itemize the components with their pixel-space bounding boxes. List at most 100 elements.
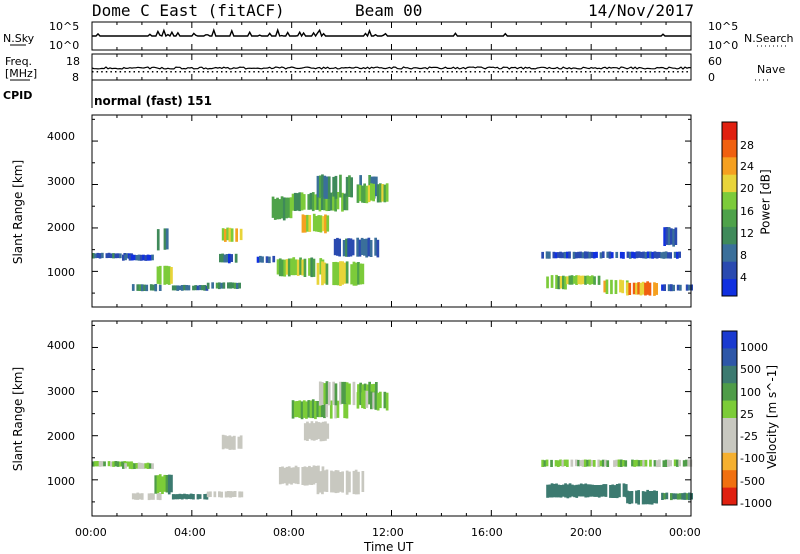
nave-point	[538, 71, 541, 73]
vel-cbar-tick-neg500: -500	[740, 475, 765, 488]
data-cell-p-16	[358, 239, 362, 257]
data-cell-v-10	[361, 471, 365, 492]
data-cell-p-11	[292, 257, 296, 276]
data-cell-v-9	[319, 422, 323, 442]
data-cell-v-13	[599, 460, 603, 467]
data-cell-v-4	[203, 494, 206, 500]
data-cell-v-6	[230, 436, 234, 450]
nave-point	[617, 71, 619, 73]
data-cell-v-7	[283, 467, 287, 484]
data-cell-v-11	[341, 381, 344, 404]
nsky-label: N.Sky	[3, 32, 35, 45]
data-cell-p-18	[541, 251, 544, 259]
data-cell-v-13	[545, 459, 549, 467]
nave-point	[317, 71, 320, 73]
nave-point	[299, 71, 301, 73]
data-cell-p-12	[343, 193, 346, 211]
data-cell-v-6	[226, 436, 229, 449]
data-cell-v-13	[624, 460, 628, 467]
nave-point	[363, 71, 366, 73]
data-cell-p-17	[372, 183, 375, 202]
nave-point	[221, 71, 223, 73]
data-cell-v-13	[687, 459, 690, 467]
data-cell-p-15	[375, 176, 378, 197]
data-cell-p-19	[564, 276, 567, 290]
data-cell-v-7	[294, 465, 298, 484]
data-cell-v-13	[590, 460, 594, 467]
data-cell-p-21	[603, 280, 607, 293]
data-cell-p-13	[306, 214, 309, 232]
nave-point	[386, 71, 389, 73]
data-cell-v-16	[663, 493, 666, 500]
data-cell-v-1	[146, 462, 150, 469]
data-cell-v-13	[601, 459, 605, 467]
data-cell-p-22	[632, 282, 636, 295]
data-cell-v-5	[209, 491, 212, 497]
data-cell-v-13	[642, 459, 645, 467]
data-cell-p-23	[663, 284, 666, 291]
data-cell-p-1	[133, 254, 136, 261]
data-cell-v-11	[325, 381, 329, 404]
data-cell-v-11	[352, 381, 356, 406]
data-cell-p-18	[572, 251, 576, 259]
data-cell-v-13	[554, 460, 558, 467]
data-cell-p-18	[586, 251, 589, 259]
data-cell-v-8	[316, 401, 320, 418]
data-cell-p-14	[339, 261, 342, 286]
data-cell-v-2	[152, 493, 155, 500]
data-cell-p-22	[653, 282, 656, 296]
data-cell-v-5	[240, 491, 244, 498]
data-cell-v-9	[308, 423, 312, 439]
velocity-colorbar-swatch	[722, 435, 737, 454]
data-cell-v-13	[613, 460, 616, 467]
data-cell-v-16	[679, 493, 682, 500]
nave-point	[368, 71, 370, 73]
data-cell-p-6	[233, 282, 237, 289]
data-cell-p-0	[116, 253, 120, 259]
data-cell-v-9	[310, 421, 314, 441]
data-cell-v-11	[339, 381, 342, 405]
data-cell-p-18	[557, 252, 560, 258]
data-cell-p-22	[644, 282, 647, 296]
data-cell-v-8	[323, 399, 326, 419]
nave-point	[654, 71, 656, 73]
data-cell-p-11	[276, 259, 280, 275]
data-cell-p-10	[289, 197, 293, 219]
nave-point	[96, 71, 99, 73]
data-cell-p-20	[593, 276, 596, 285]
nave-point	[124, 71, 126, 73]
data-cell-p-12	[316, 193, 320, 210]
velocity-colorbar-swatch	[722, 452, 737, 471]
nave-point	[589, 71, 592, 73]
nsearch-label: N.Search	[744, 32, 794, 45]
data-cell-p-15	[348, 175, 351, 197]
nave-point	[598, 71, 601, 73]
data-cell-v-1	[128, 463, 132, 469]
data-cell-v-15	[641, 491, 645, 505]
nave-point	[511, 71, 513, 73]
data-cell-v-1	[124, 463, 127, 469]
data-cell-v-15	[655, 490, 658, 504]
data-cell-v-3	[154, 475, 158, 494]
data-cell-p-17	[381, 184, 384, 202]
nsearch-tick-low: 10^0	[708, 39, 739, 52]
data-cell-v-16	[670, 493, 673, 501]
data-cell-v-13	[640, 460, 643, 467]
data-cell-v-10	[345, 470, 349, 495]
data-cell-p-18	[581, 252, 585, 259]
nave-point	[635, 71, 638, 73]
data-cell-v-1	[151, 463, 154, 470]
data-cell-p-1	[124, 254, 127, 261]
data-cell-v-8	[345, 399, 349, 419]
data-cell-p-17	[376, 184, 380, 203]
data-cell-v-10	[354, 469, 358, 495]
data-cell-p-5	[194, 285, 197, 291]
data-cell-p-0	[94, 253, 97, 259]
velocity-colorbar-swatch	[722, 348, 737, 367]
data-cell-p-18	[568, 251, 571, 259]
nave-point	[285, 71, 287, 73]
data-cell-v-0	[107, 461, 111, 467]
data-cell-v-8	[309, 400, 313, 419]
data-cell-p-8	[228, 227, 232, 242]
data-cell-v-14	[562, 484, 565, 497]
